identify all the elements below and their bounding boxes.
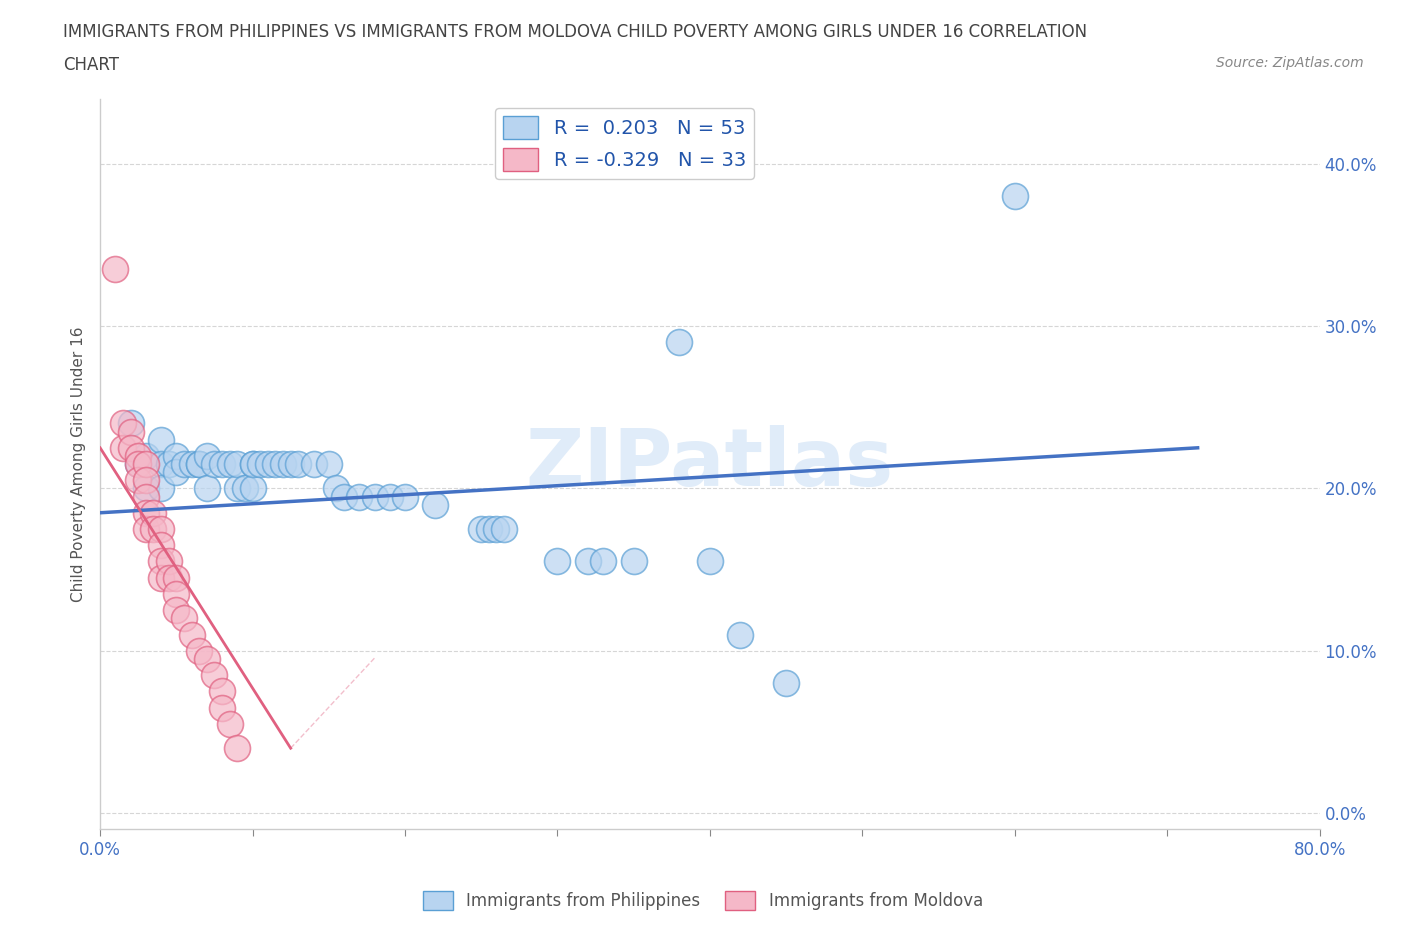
Point: [135, 481, 157, 496]
Point: [150, 554, 173, 569]
Point: [325, 481, 347, 496]
Point: [120, 441, 142, 456]
Point: [226, 457, 249, 472]
Point: [150, 522, 173, 537]
Point: [226, 481, 249, 496]
Point: [218, 457, 240, 472]
Point: [135, 448, 157, 463]
Point: [218, 716, 240, 731]
Point: [195, 448, 218, 463]
Point: [150, 457, 173, 472]
Point: [188, 644, 211, 658]
Point: [195, 481, 218, 496]
Point: [287, 457, 309, 472]
Point: [165, 587, 187, 602]
Point: [264, 457, 287, 472]
Point: [195, 651, 218, 666]
Point: [173, 457, 195, 472]
Point: [333, 489, 356, 504]
Point: [180, 627, 202, 642]
Point: [150, 481, 173, 496]
Point: [135, 489, 157, 504]
Point: [226, 741, 249, 756]
Point: [142, 505, 165, 520]
Point: [173, 611, 195, 626]
Point: [478, 522, 501, 537]
Point: [127, 448, 149, 463]
Point: [165, 465, 187, 480]
Point: [378, 489, 401, 504]
Point: [127, 457, 149, 472]
Point: [127, 472, 149, 487]
Point: [157, 570, 180, 585]
Point: [576, 554, 599, 569]
Point: [302, 457, 325, 472]
Point: [188, 457, 211, 472]
Point: [485, 522, 508, 537]
Point: [165, 448, 187, 463]
Point: [111, 441, 134, 456]
Point: [135, 505, 157, 520]
Point: [349, 489, 371, 504]
Point: [104, 261, 127, 276]
Point: [204, 668, 226, 683]
Point: [494, 522, 516, 537]
Text: CHART: CHART: [63, 56, 120, 73]
Point: [425, 498, 447, 512]
Point: [150, 432, 173, 447]
Point: [204, 457, 226, 472]
Point: [242, 457, 264, 472]
Point: [699, 554, 721, 569]
Point: [546, 554, 568, 569]
Point: [1004, 189, 1026, 204]
Text: Source: ZipAtlas.com: Source: ZipAtlas.com: [1216, 56, 1364, 70]
Point: [150, 538, 173, 552]
Point: [318, 457, 340, 472]
Point: [233, 481, 256, 496]
Point: [165, 603, 187, 618]
Point: [211, 457, 233, 472]
Point: [592, 554, 614, 569]
Point: [150, 570, 173, 585]
Point: [249, 457, 271, 472]
Point: [111, 416, 134, 431]
Point: [256, 457, 278, 472]
Point: [135, 472, 157, 487]
Point: [135, 522, 157, 537]
Point: [211, 700, 233, 715]
Legend: R =  0.203   N = 53, R = -0.329   N = 33: R = 0.203 N = 53, R = -0.329 N = 33: [495, 109, 754, 179]
Legend: Immigrants from Philippines, Immigrants from Moldova: Immigrants from Philippines, Immigrants …: [416, 884, 990, 917]
Point: [775, 676, 797, 691]
Point: [668, 335, 690, 350]
Point: [180, 457, 202, 472]
Y-axis label: Child Poverty Among Girls Under 16: Child Poverty Among Girls Under 16: [72, 326, 86, 602]
Point: [157, 457, 180, 472]
Point: [242, 457, 264, 472]
Point: [157, 554, 180, 569]
Point: [211, 684, 233, 698]
Point: [394, 489, 416, 504]
Point: [242, 481, 264, 496]
Point: [127, 457, 149, 472]
Point: [730, 627, 752, 642]
Point: [363, 489, 385, 504]
Text: IMMIGRANTS FROM PHILIPPINES VS IMMIGRANTS FROM MOLDOVA CHILD POVERTY AMONG GIRLS: IMMIGRANTS FROM PHILIPPINES VS IMMIGRANT…: [63, 23, 1087, 41]
Point: [623, 554, 645, 569]
Point: [470, 522, 492, 537]
Point: [271, 457, 294, 472]
Point: [135, 457, 157, 472]
Point: [120, 416, 142, 431]
Point: [165, 570, 187, 585]
Point: [120, 424, 142, 439]
Text: ZIPatlas: ZIPatlas: [526, 425, 894, 503]
Point: [188, 457, 211, 472]
Point: [280, 457, 302, 472]
Point: [142, 522, 165, 537]
